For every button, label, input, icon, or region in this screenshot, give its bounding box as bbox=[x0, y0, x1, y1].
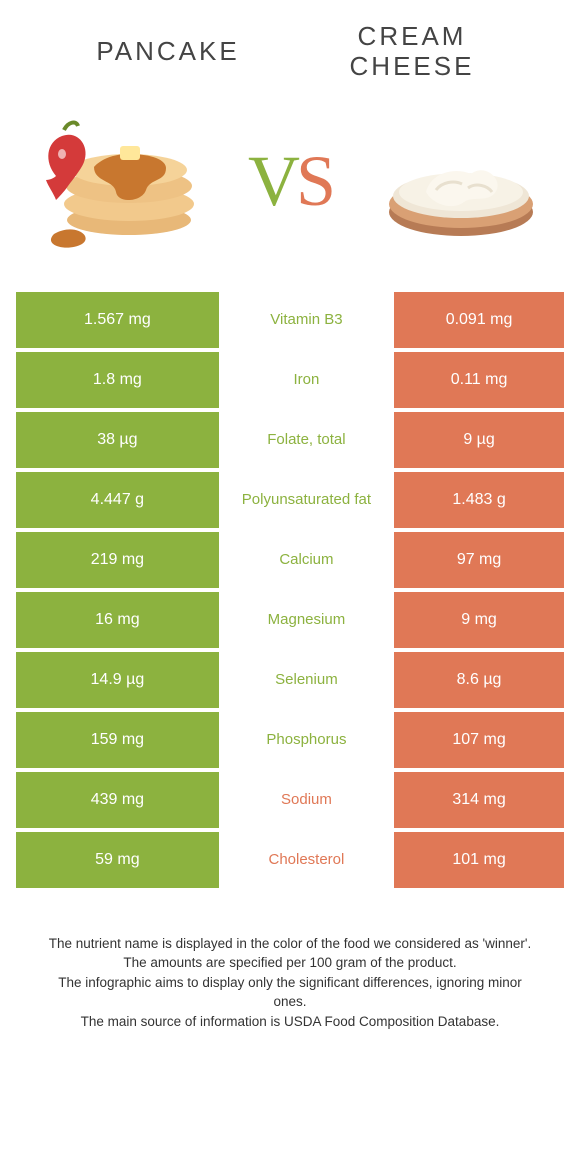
right-food-title: CREAM CHEESE bbox=[290, 22, 534, 82]
footer-note-line: The main source of information is USDA F… bbox=[44, 1012, 536, 1032]
nutrient-name: Iron bbox=[219, 352, 394, 408]
nutrient-name: Folate, total bbox=[219, 412, 394, 468]
pancake-icon bbox=[34, 112, 204, 252]
nutrient-name: Calcium bbox=[219, 532, 394, 588]
left-value: 16 mg bbox=[16, 592, 219, 648]
left-value: 1.8 mg bbox=[16, 352, 219, 408]
nutrient-name: Selenium bbox=[219, 652, 394, 708]
right-value: 9 mg bbox=[394, 592, 564, 648]
left-value: 439 mg bbox=[16, 772, 219, 828]
table-row: 16 mgMagnesium9 mg bbox=[16, 592, 564, 648]
vs-v: V bbox=[248, 141, 296, 221]
table-row: 14.9 µgSelenium8.6 µg bbox=[16, 652, 564, 708]
left-value: 1.567 mg bbox=[16, 292, 219, 348]
vs-s: S bbox=[296, 141, 332, 221]
table-row: 1.8 mgIron0.11 mg bbox=[16, 352, 564, 408]
right-value: 107 mg bbox=[394, 712, 564, 768]
footer-notes: The nutrient name is displayed in the co… bbox=[16, 934, 564, 1032]
right-value: 9 µg bbox=[394, 412, 564, 468]
nutrient-name: Polyunsaturated fat bbox=[219, 472, 394, 528]
right-value: 97 mg bbox=[394, 532, 564, 588]
cream-cheese-icon bbox=[376, 112, 546, 252]
nutrient-name: Vitamin B3 bbox=[219, 292, 394, 348]
table-row: 59 mgCholesterol101 mg bbox=[16, 832, 564, 888]
right-value: 314 mg bbox=[394, 772, 564, 828]
table-row: 4.447 gPolyunsaturated fat1.483 g bbox=[16, 472, 564, 528]
nutrient-name: Sodium bbox=[219, 772, 394, 828]
left-value: 159 mg bbox=[16, 712, 219, 768]
right-value: 8.6 µg bbox=[394, 652, 564, 708]
left-value: 4.447 g bbox=[16, 472, 219, 528]
table-row: 439 mgSodium314 mg bbox=[16, 772, 564, 828]
footer-note-line: The nutrient name is displayed in the co… bbox=[44, 934, 536, 954]
nutrient-name: Magnesium bbox=[219, 592, 394, 648]
table-row: 38 µgFolate, total9 µg bbox=[16, 412, 564, 468]
vs-label: VS bbox=[248, 140, 332, 223]
right-value: 0.091 mg bbox=[394, 292, 564, 348]
images-row: VS bbox=[16, 112, 564, 252]
left-value: 219 mg bbox=[16, 532, 219, 588]
right-value: 101 mg bbox=[394, 832, 564, 888]
right-value: 1.483 g bbox=[394, 472, 564, 528]
right-value: 0.11 mg bbox=[394, 352, 564, 408]
nutrient-name: Phosphorus bbox=[219, 712, 394, 768]
table-row: 1.567 mgVitamin B30.091 mg bbox=[16, 292, 564, 348]
table-row: 159 mgPhosphorus107 mg bbox=[16, 712, 564, 768]
nutrient-name: Cholesterol bbox=[219, 832, 394, 888]
left-value: 38 µg bbox=[16, 412, 219, 468]
left-value: 14.9 µg bbox=[16, 652, 219, 708]
left-value: 59 mg bbox=[16, 832, 219, 888]
footer-note-line: The infographic aims to display only the… bbox=[44, 973, 536, 1012]
titles-row: PANCAKE CREAM CHEESE bbox=[16, 22, 564, 82]
footer-note-line: The amounts are specified per 100 gram o… bbox=[44, 953, 536, 973]
table-row: 219 mgCalcium97 mg bbox=[16, 532, 564, 588]
left-food-title: PANCAKE bbox=[46, 37, 290, 67]
comparison-table: 1.567 mgVitamin B30.091 mg1.8 mgIron0.11… bbox=[16, 292, 564, 888]
